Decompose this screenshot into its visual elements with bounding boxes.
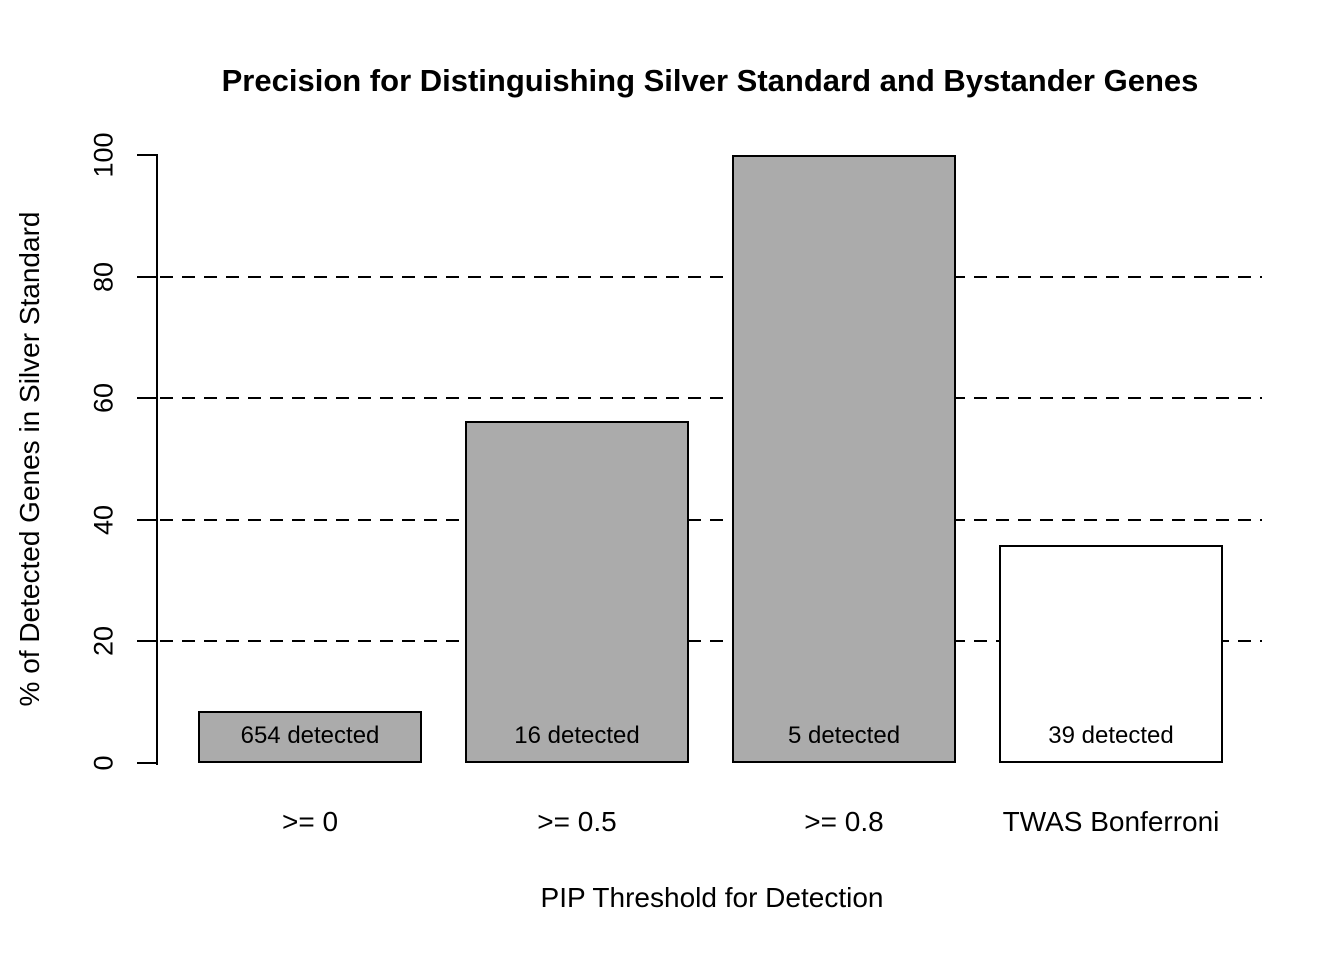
- gridline: [160, 397, 1262, 400]
- bar-value-label: 39 detected: [1048, 722, 1174, 749]
- y-tick-label: 0: [88, 755, 119, 771]
- x-category-label: >= 0.8: [804, 806, 884, 837]
- gridline: [160, 518, 1262, 521]
- y-axis-line: [156, 154, 158, 765]
- y-tick: [137, 397, 157, 400]
- y-tick-label: 60: [88, 383, 119, 414]
- y-tick: [137, 518, 157, 521]
- y-tick: [137, 275, 157, 278]
- bar-value-label: 654 detected: [240, 722, 380, 749]
- bar: [999, 544, 1223, 763]
- y-tick: [137, 154, 157, 156]
- y-tick-label: 20: [88, 626, 119, 657]
- x-category-label: >= 0: [281, 806, 339, 837]
- y-axis-title: % of Detected Genes in Silver Standard: [14, 211, 45, 707]
- bar: [732, 155, 956, 763]
- x-axis-title: PIP Threshold for Detection: [540, 882, 884, 913]
- bar-value-label: 16 detected: [514, 722, 640, 749]
- y-tick: [137, 762, 157, 764]
- y-tick: [137, 640, 157, 643]
- bar: [465, 421, 689, 763]
- chart-title: Precision for Distinguishing Silver Stan…: [221, 63, 1199, 98]
- gridline: [160, 275, 1262, 278]
- y-tick-label: 40: [88, 504, 119, 535]
- gridline: [160, 640, 1262, 643]
- x-category-label: >= 0.5: [537, 806, 617, 837]
- bar: [198, 710, 422, 763]
- y-tick-label: 100: [88, 132, 119, 178]
- x-category-label: TWAS Bonferroni: [1002, 806, 1220, 837]
- bar-value-label: 5 detected: [787, 722, 901, 749]
- y-tick-label: 80: [88, 261, 119, 292]
